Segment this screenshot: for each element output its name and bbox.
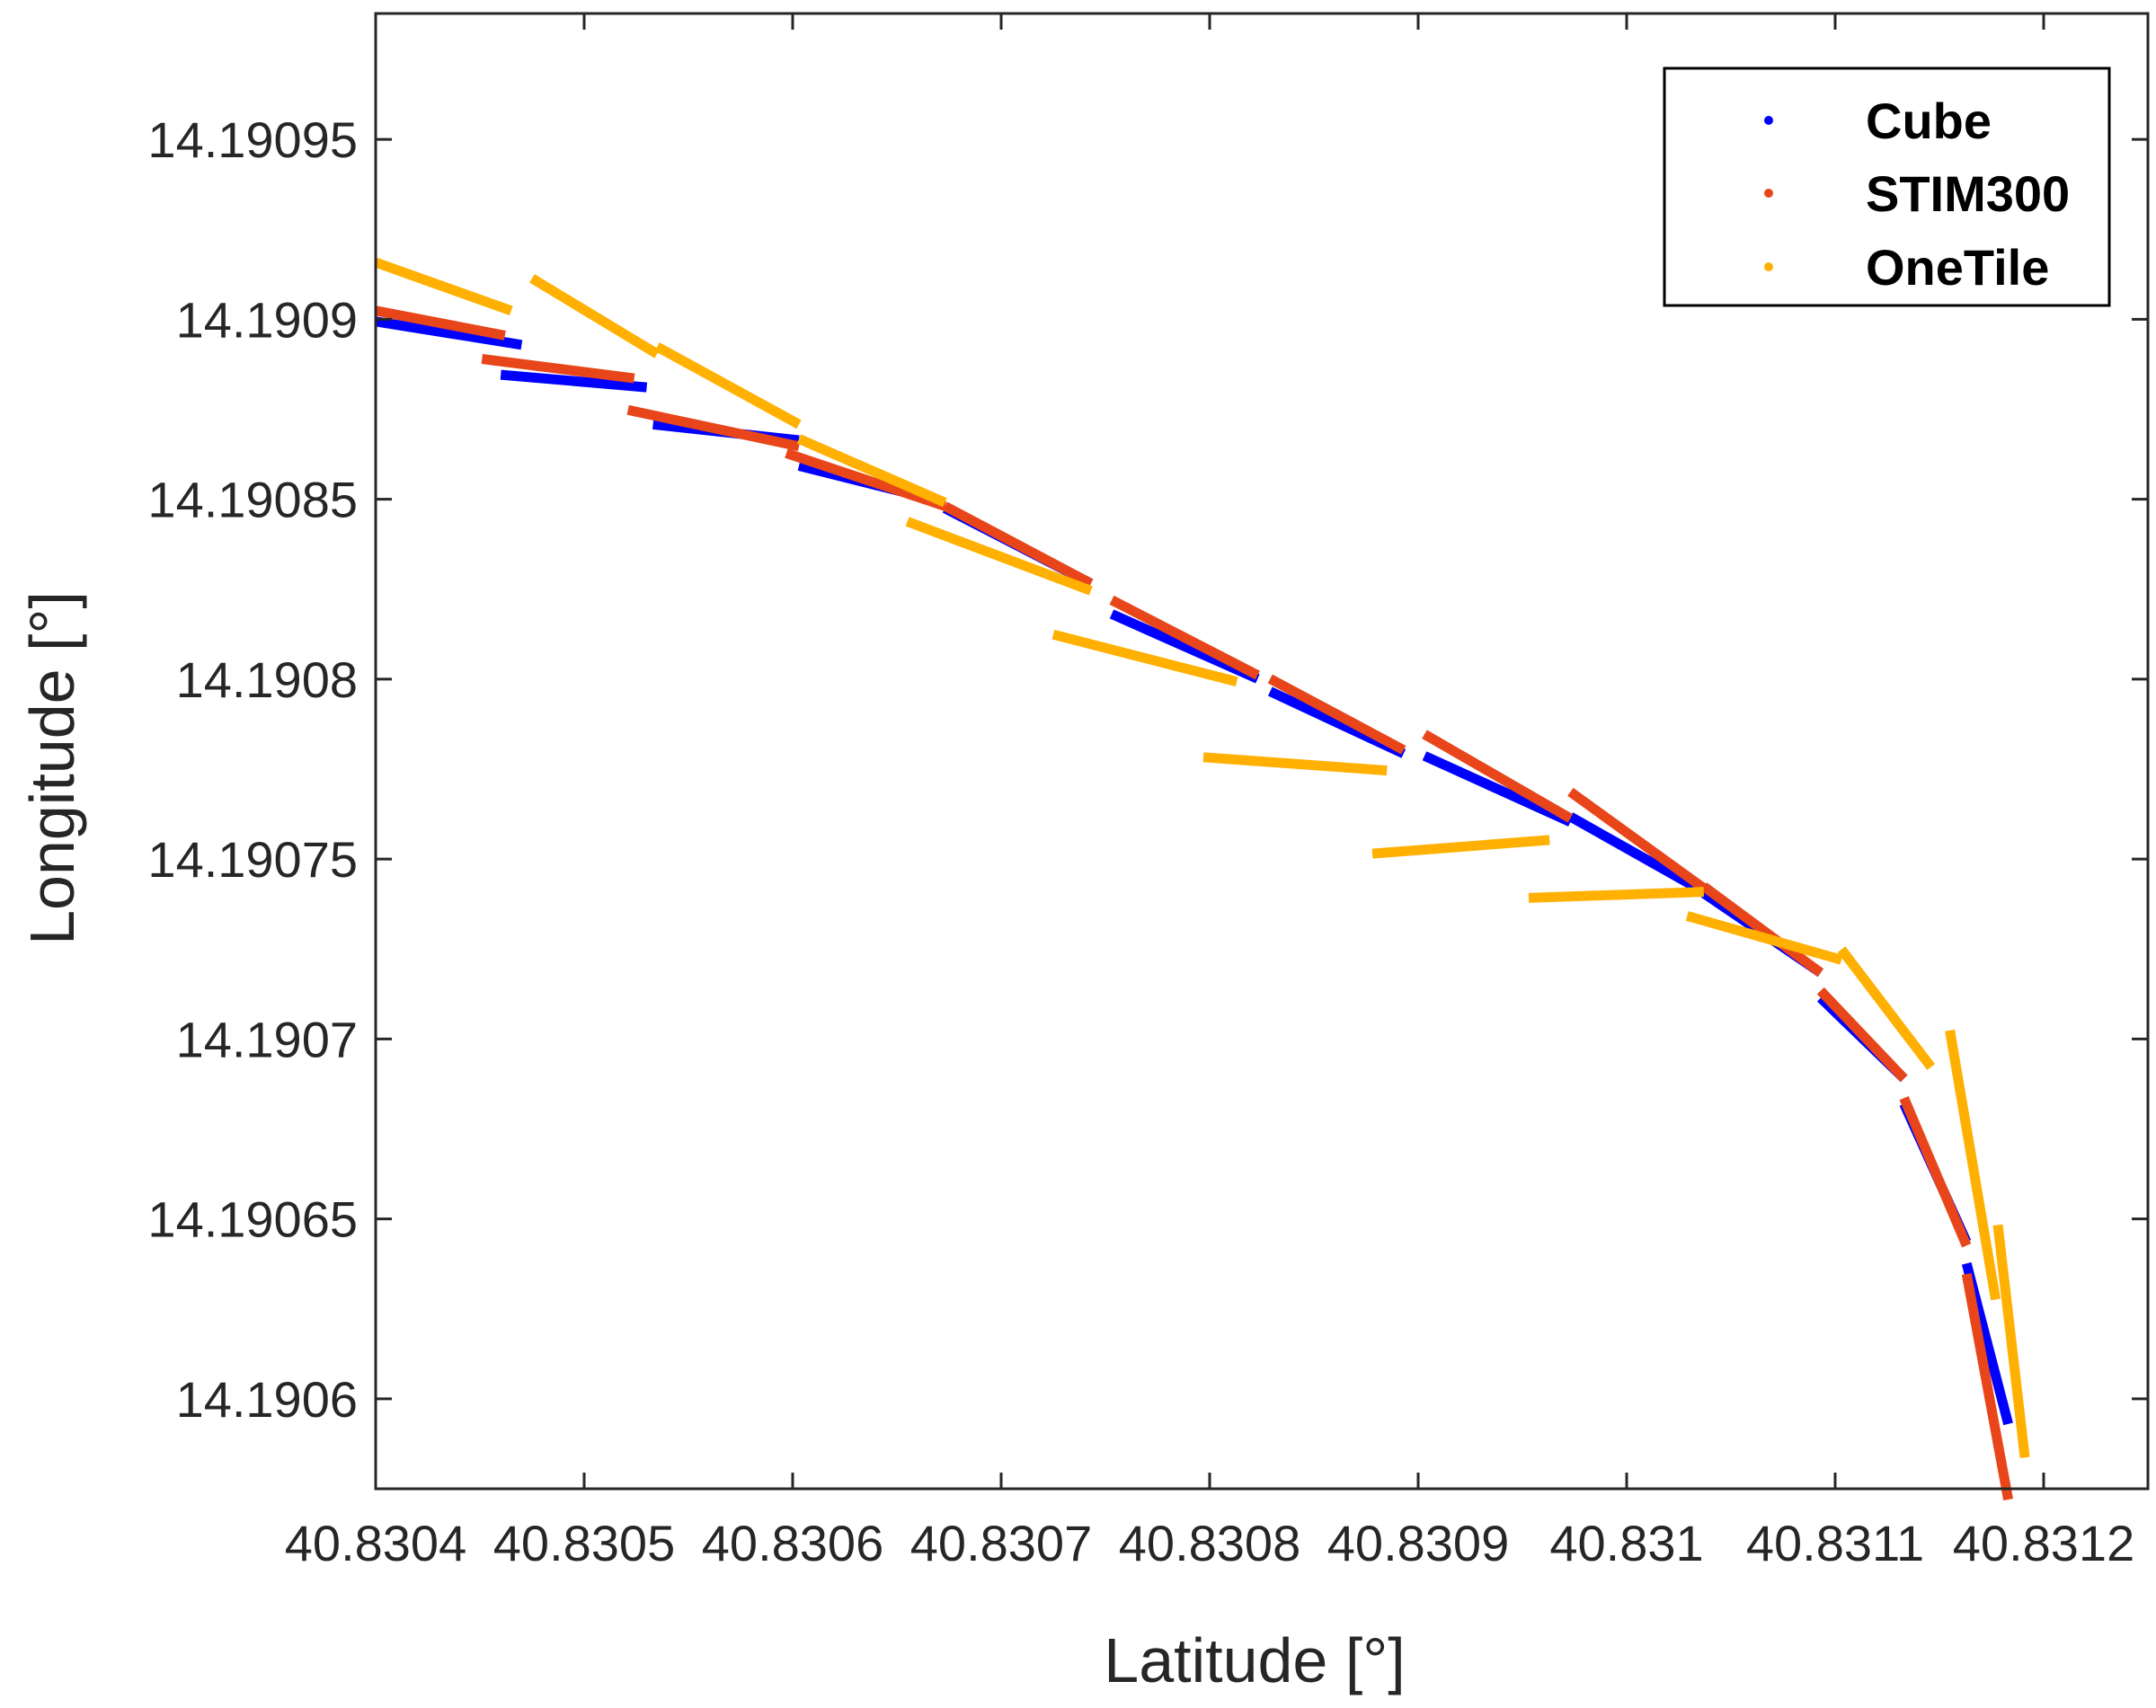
legend-label-cube: Cube <box>1866 93 1992 149</box>
y-tick-label: 14.19085 <box>147 472 358 528</box>
series-onetile-segment-3 <box>654 342 802 429</box>
series-onetile-segment-6 <box>1051 629 1238 687</box>
x-tick-label: 40.8308 <box>1119 1515 1300 1571</box>
x-tick-label: 40.8305 <box>493 1515 675 1571</box>
series-stim300-segment-1 <box>374 305 506 341</box>
y-tick-label: 14.1907 <box>176 1011 358 1067</box>
y-tick-label: 14.1909 <box>176 291 358 348</box>
series-onetile-segment-10 <box>1685 911 1843 965</box>
series-cube-segment-2 <box>500 369 648 393</box>
series-onetile-segment-12 <box>1945 1029 2001 1301</box>
y-tick-label: 14.19075 <box>147 831 358 888</box>
x-tick-label: 40.8306 <box>702 1515 883 1571</box>
series-onetile-segment-11 <box>1837 946 1936 1070</box>
series-onetile-segment-5 <box>905 517 1093 596</box>
legend-marker-stim300 <box>1764 189 1773 198</box>
series-onetile-segment-7 <box>1202 752 1388 776</box>
series-onetile-segment-9 <box>1528 887 1704 903</box>
series-stim300-segment-3 <box>626 404 801 452</box>
legend-marker-cube <box>1764 116 1773 125</box>
series-stim300-segment-8 <box>1422 730 1574 823</box>
y-tick-label: 14.19095 <box>147 111 358 168</box>
y-tick-label: 14.19065 <box>147 1191 358 1248</box>
axes-layer: 40.8304 40.8305 40.8306 40.8307 40.8308 40.83… <box>147 12 2150 1571</box>
series-onetile <box>374 257 2030 1458</box>
legend-label-stim300: STIM300 <box>1866 165 2070 222</box>
x-tick-label: 40.8307 <box>910 1515 1092 1571</box>
series-stim300-segment-11 <box>1816 987 1908 1083</box>
legend: Cube STIM300 OneTile <box>1663 66 2111 307</box>
series-stim300-segment-10 <box>1700 882 1824 978</box>
series-stim300-segment-5 <box>942 501 1094 589</box>
series-onetile-segment-13 <box>1992 1224 2030 1458</box>
series-onetile-segment-4 <box>796 434 947 508</box>
series-stim300-segment-2 <box>481 354 635 384</box>
series-stim300-segment-4 <box>785 448 947 511</box>
y-tick-label: 14.1908 <box>176 651 358 708</box>
x-axis-title: Latitude [°] <box>1104 1625 1405 1695</box>
series-onetile-segment-2 <box>529 274 661 358</box>
series-onetile-segment-8 <box>1371 835 1550 859</box>
x-tick-label: 40.8312 <box>1953 1515 2134 1571</box>
legend-label-onetile: OneTile <box>1866 239 2049 296</box>
x-tick-label: 40.8309 <box>1327 1515 1509 1571</box>
data-layer <box>374 257 2030 1500</box>
x-tick-label: 40.8311 <box>1746 1515 1924 1571</box>
series-stim300-segment-12 <box>1899 1095 1972 1248</box>
legend-box <box>1663 66 2111 307</box>
y-tick-label: 14.1906 <box>176 1371 358 1428</box>
y-axis-title: Longitude [°] <box>17 591 87 945</box>
series-stim300 <box>374 305 2014 1500</box>
series-stim300-segment-7 <box>1267 674 1406 755</box>
axes-frame <box>374 12 2150 1491</box>
legend-marker-onetile <box>1764 262 1773 271</box>
series-stim300-segment-9 <box>1567 787 1708 893</box>
series-onetile-segment-1 <box>374 257 513 315</box>
series-cube-segment-1 <box>375 316 523 350</box>
x-tick-label: 40.831 <box>1549 1515 1703 1571</box>
series-stim300-segment-6 <box>1109 595 1260 680</box>
series-cube-segment-9 <box>1567 812 1707 897</box>
series-stim300-segment-13 <box>1961 1272 2014 1500</box>
x-tick-label: 40.8304 <box>285 1515 466 1571</box>
series-cube-segment-8 <box>1422 751 1573 827</box>
